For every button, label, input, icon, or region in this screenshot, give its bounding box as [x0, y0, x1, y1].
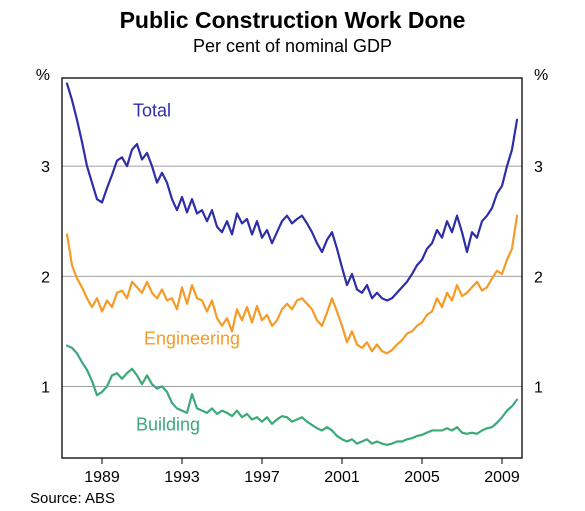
y-unit-right: %	[534, 67, 548, 84]
series-line-engineering	[67, 216, 517, 354]
x-tick-label: 2009	[484, 469, 520, 486]
chart-title: Public Construction Work Done	[120, 7, 466, 33]
y-tick-label-right: 1	[534, 379, 543, 396]
x-tick-label: 1989	[84, 469, 120, 486]
series-label-building: Building	[136, 414, 200, 434]
x-tick-label: 2005	[404, 469, 440, 486]
y-tick-label-left: 2	[41, 269, 50, 286]
y-tick-label-right: 3	[534, 159, 543, 176]
plot-border	[62, 78, 522, 458]
x-tick-label: 1993	[164, 469, 200, 486]
x-tick-label: 2001	[324, 469, 360, 486]
y-tick-label-left: 1	[41, 379, 50, 396]
chart-subtitle: Per cent of nominal GDP	[193, 36, 392, 56]
series-label-engineering: Engineering	[144, 329, 240, 349]
y-tick-label-left: 3	[41, 159, 50, 176]
series-label-total: Total	[133, 101, 171, 121]
chart-svg: Public Construction Work Done Per cent of…	[0, 0, 585, 511]
y-unit-left: %	[36, 67, 50, 84]
chart-container: Public Construction Work Done Per cent of…	[0, 0, 585, 511]
x-tick-label: 1997	[244, 469, 280, 486]
series-line-building	[67, 346, 517, 445]
y-tick-label-right: 2	[534, 269, 543, 286]
source-note: Source: ABS	[30, 490, 115, 507]
